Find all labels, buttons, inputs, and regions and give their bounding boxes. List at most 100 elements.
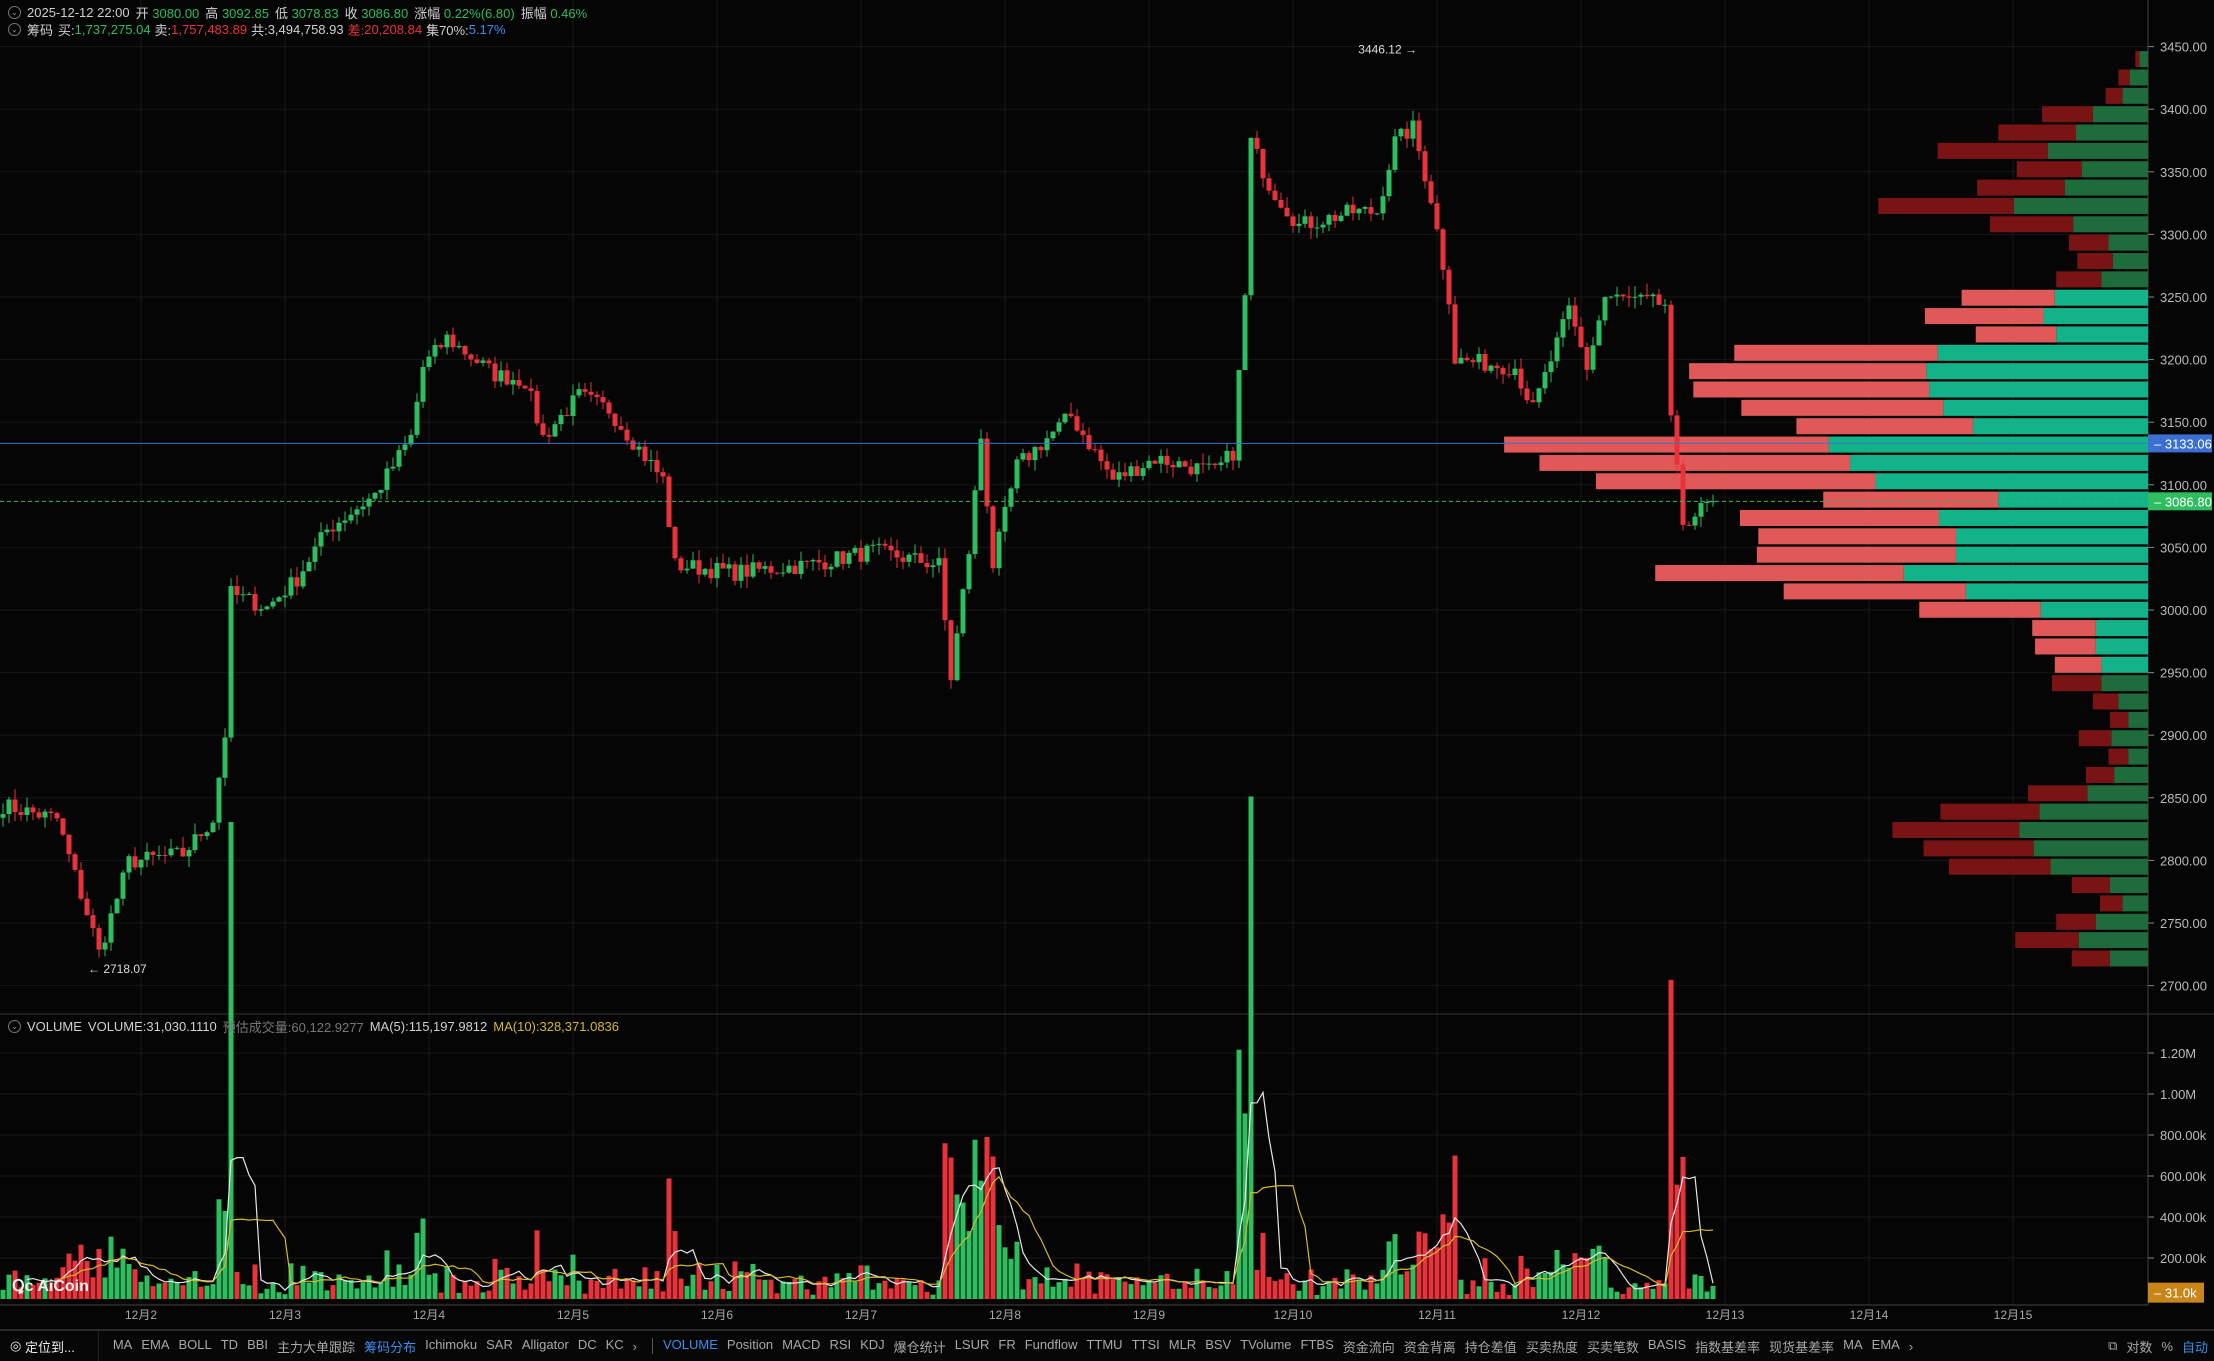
volume-bar (1296, 1290, 1302, 1299)
volume-bar (1380, 1269, 1386, 1299)
percent-scale-toggle[interactable]: % (2161, 1338, 2173, 1354)
sub-indicator-1[interactable]: Position (726, 1336, 774, 1352)
sub-indicator-20[interactable]: BASIS (1647, 1336, 1687, 1352)
profile-sell-bar (1924, 308, 2044, 325)
chart-canvas[interactable]: 3450.00 3400.00 3350.00 3300.00 3250.00 3200.… (0, 0, 2214, 1328)
candle (282, 586, 288, 608)
external-link-icon[interactable]: ⧉ (2108, 1338, 2118, 1353)
candle-body (1020, 453, 1026, 460)
sub-indicator-13[interactable]: TVolume (1240, 1336, 1292, 1352)
sub-indicator-7[interactable]: FR (998, 1336, 1016, 1352)
open-value: 3080.00 (152, 6, 200, 21)
collapse-icon[interactable]: ⌄ (8, 23, 21, 36)
candle-body (150, 851, 156, 856)
sub-indicator-23[interactable]: MA (1843, 1336, 1863, 1352)
sub-indicator-6[interactable]: LSUR (954, 1336, 990, 1352)
more-sub-indicators[interactable]: › (1908, 1338, 1914, 1354)
volume-bar (1650, 1288, 1656, 1299)
sub-indicator-11[interactable]: MLR (1168, 1336, 1197, 1352)
sub-indicator-8[interactable]: Fundflow (1024, 1336, 1078, 1352)
candle (522, 385, 528, 390)
sub-indicator-24[interactable]: EMA (1871, 1336, 1900, 1352)
collapse-icon[interactable]: ⌄ (8, 6, 21, 19)
candle (1650, 292, 1656, 308)
main-indicator-0[interactable]: MA (112, 1336, 133, 1352)
volume-bar (726, 1290, 732, 1299)
candle-body (780, 572, 786, 574)
log-scale-toggle[interactable]: 对数 (2126, 1339, 2153, 1355)
main-indicator-4[interactable]: BBI (247, 1336, 269, 1352)
sub-indicator-18[interactable]: 买卖热度 (1525, 1339, 1578, 1355)
volume-bar (342, 1280, 348, 1299)
main-indicator-9[interactable]: Alligator (521, 1336, 569, 1352)
candle-body (180, 847, 186, 857)
candle-body (810, 559, 816, 562)
main-indicator-6[interactable]: 筹码分布 (364, 1339, 417, 1355)
sub-indicator-19[interactable]: 买卖笔数 (1586, 1339, 1639, 1355)
main-indicator-7[interactable]: Ichimoku (425, 1336, 478, 1352)
candle (1182, 460, 1188, 467)
candle-body (756, 562, 762, 569)
profile-sell-bar (1504, 436, 1829, 453)
sub-indicator-4[interactable]: KDJ (860, 1336, 885, 1352)
chip-title: 筹码 (27, 23, 54, 38)
volume-bar (474, 1281, 480, 1299)
candle-body (1434, 203, 1440, 230)
candle-body (1080, 430, 1086, 436)
collapse-icon[interactable]: ⌄ (8, 1020, 21, 1033)
main-indicator-3[interactable]: TD (220, 1336, 239, 1352)
candle-body (1086, 435, 1092, 450)
candle (1122, 462, 1128, 481)
sub-indicator-22[interactable]: 现货基差率 (1769, 1339, 1835, 1355)
sub-indicator-15[interactable]: 资金流向 (1342, 1339, 1395, 1355)
sub-indicator-21[interactable]: 指数基差率 (1695, 1339, 1761, 1355)
sub-indicator-5[interactable]: 爆仓统计 (893, 1339, 946, 1355)
auto-scale-toggle[interactable]: 自动 (2181, 1339, 2208, 1355)
profile-sell-bar (2035, 638, 2096, 655)
candle-body (654, 459, 660, 473)
candle (702, 568, 708, 577)
volume-bar (1080, 1278, 1086, 1299)
volume-bar (510, 1283, 516, 1299)
sub-indicator-3[interactable]: RSI (829, 1336, 852, 1352)
candle-body (1332, 214, 1338, 221)
candle (1014, 456, 1020, 494)
candle-body (48, 811, 54, 814)
candle (1002, 495, 1008, 542)
main-indicator-11[interactable]: KC (605, 1336, 624, 1352)
sub-indicator-12[interactable]: BSV (1205, 1336, 1232, 1352)
volume-bar (42, 1278, 48, 1299)
volume-bar (624, 1278, 630, 1299)
volume-bar (444, 1267, 450, 1299)
candle (858, 539, 864, 570)
main-indicator-2[interactable]: BOLL (178, 1336, 212, 1352)
profile-sell-bar (1878, 197, 2014, 214)
main-indicator-8[interactable]: SAR (486, 1336, 513, 1352)
candle-body (1350, 204, 1356, 214)
sub-indicator-14[interactable]: FTBS (1300, 1336, 1334, 1352)
locate-button[interactable]: ◎ 定位到... (0, 1331, 99, 1361)
sub-indicator-16[interactable]: 资金背离 (1403, 1339, 1456, 1355)
candle-body (1050, 431, 1056, 439)
sub-indicator-17[interactable]: 持仓差值 (1464, 1339, 1517, 1355)
main-indicator-5[interactable]: 主力大单跟踪 (277, 1339, 356, 1355)
volume-bar (1218, 1285, 1224, 1299)
main-indicator-1[interactable]: EMA (141, 1336, 170, 1352)
candle-body (438, 345, 444, 348)
candle-body (426, 356, 432, 368)
sub-indicator-10[interactable]: TTSI (1131, 1336, 1160, 1352)
main-indicator-10[interactable]: DC (577, 1336, 597, 1352)
sub-indicator-0[interactable]: VOLUME (663, 1336, 718, 1352)
volume-bar (606, 1275, 612, 1299)
sub-indicator-2[interactable]: MACD (782, 1336, 821, 1352)
candle (810, 558, 816, 571)
volume-bar (180, 1285, 186, 1299)
candle-body (1140, 468, 1146, 476)
more-main-indicators[interactable]: › (632, 1338, 637, 1354)
sub-indicator-9[interactable]: TTMU (1086, 1336, 1123, 1352)
price-line-tag (2148, 434, 2212, 453)
candle-body (1134, 466, 1140, 476)
divider (652, 1338, 653, 1354)
profile-sell-bar (2078, 730, 2112, 747)
candle-body (126, 856, 132, 873)
